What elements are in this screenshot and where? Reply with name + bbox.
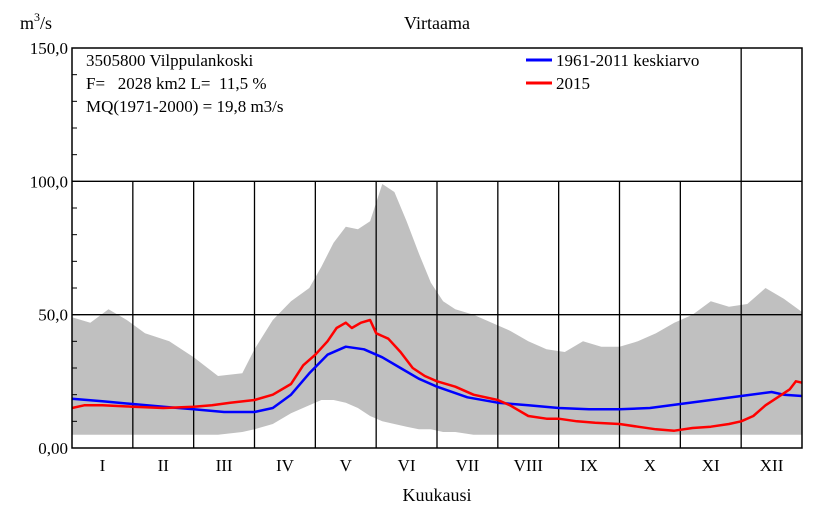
x-tick-label-III: III bbox=[216, 456, 233, 475]
x-tick-label-II: II bbox=[158, 456, 170, 475]
series-line-2015 bbox=[71, 318, 803, 432]
grid-layer bbox=[72, 48, 802, 448]
x-tick-label-IX: IX bbox=[580, 456, 598, 475]
x-tick-label-VI: VI bbox=[398, 456, 416, 475]
legend-2015-label: 2015 bbox=[556, 74, 590, 93]
y-tick-label: 0,00 bbox=[38, 439, 68, 458]
legend-mean-label: 1961-2011 keskiarvo bbox=[556, 51, 699, 70]
x-axis-label: Kuukausi bbox=[403, 485, 472, 505]
x-tick-label-VII: VII bbox=[456, 456, 480, 475]
chart-title: Virtaama bbox=[404, 13, 470, 33]
x-tick-label-IV: IV bbox=[276, 456, 295, 475]
station-mq: MQ(1971-2000) = 19,8 m3/s bbox=[86, 97, 284, 116]
series-layer bbox=[71, 318, 803, 432]
x-tick-label-XII: XII bbox=[760, 456, 784, 475]
station-name: 3505800 Vilppulankoski bbox=[86, 51, 254, 70]
x-tick-label-VIII: VIII bbox=[514, 456, 544, 475]
y-tick-label: 150,0 bbox=[30, 39, 68, 58]
x-tick-label-I: I bbox=[100, 456, 106, 475]
y-tick-label: 50,0 bbox=[38, 306, 68, 325]
x-tick-label-XI: XI bbox=[702, 456, 720, 475]
x-tick-label-V: V bbox=[340, 456, 353, 475]
info-background bbox=[80, 50, 342, 116]
y-axis-label: m3/s bbox=[20, 10, 52, 33]
x-tick-label-X: X bbox=[644, 456, 656, 475]
y-tick-label: 100,0 bbox=[30, 172, 68, 191]
legend: 1961-2011 keskiarvo 2015 bbox=[526, 51, 699, 93]
plot-border bbox=[71, 47, 803, 449]
station-area: F= 2028 km2 L= 11,5 % bbox=[86, 74, 267, 93]
series-line-mean bbox=[71, 345, 803, 414]
